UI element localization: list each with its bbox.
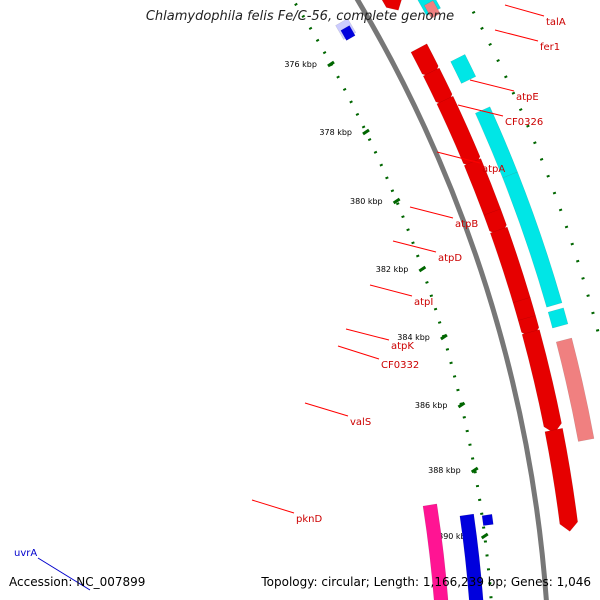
gene-label-atpE: atpE	[516, 92, 539, 103]
gene-label-pknD: pknD	[296, 514, 322, 525]
gene-label-valS: valS	[350, 417, 371, 428]
tick-mark	[440, 333, 448, 341]
map-title: Chlamydophila felis Fe/C-56, complete ge…	[145, 9, 455, 24]
tick-label: 386 kbp	[415, 401, 448, 410]
gene-leader-line	[494, 29, 539, 42]
backbone-layer	[354, 0, 549, 600]
gene-label-atpD: atpD	[438, 253, 462, 264]
gene-label-atpA: atpA	[482, 164, 505, 175]
gene-label-uvrA: uvrA	[14, 548, 37, 559]
gene-leader-line	[457, 104, 504, 117]
gene-leader-line	[37, 557, 91, 591]
gene-small-arc	[423, 0, 441, 19]
gene-rev-arc	[450, 54, 477, 84]
tick-label: 384 kbp	[397, 333, 430, 342]
gene-talA-arc	[381, 0, 402, 11]
tick-mark	[327, 60, 335, 68]
gene-atpD-arc	[489, 226, 531, 309]
gene-blue-small-arc	[340, 25, 356, 41]
tick-label: 376 kbp	[284, 60, 317, 69]
gene-rev-arc	[547, 307, 569, 329]
tick-label: 388 kbp	[428, 466, 461, 475]
gene-label-atpK: atpK	[391, 341, 414, 352]
gene-leader-line	[251, 499, 295, 514]
gene-valS-arc	[555, 337, 595, 442]
gene-leader-line	[369, 284, 413, 297]
gene-blue-tip-arc	[481, 514, 494, 526]
tick-mark	[470, 466, 479, 474]
tick-mark	[457, 401, 466, 409]
gene-rev-arc	[502, 171, 563, 308]
tick-mark	[392, 197, 401, 205]
genome-backbone	[354, 0, 549, 600]
gene-pknD-arc	[544, 427, 578, 532]
outer-tick-ring	[291, 0, 493, 600]
tick-layer: 376 kbp 378 kbp 380 kbp 382 kbp 384 kbp 386 k…	[284, 0, 600, 600]
tick-mark	[480, 532, 489, 540]
tick-mark	[418, 265, 427, 273]
gene-leader-line	[337, 345, 380, 360]
gene-labels-layer: talA fer1 atpE CF0326 atpA atpB atpD atpI atpK CF…	[14, 4, 566, 591]
gene-label-CF0326: CF0326	[505, 117, 543, 128]
tick-label: 380 kbp	[350, 197, 383, 206]
gene-leader-line	[304, 402, 349, 417]
gene-label-CF0332: CF0332	[381, 360, 419, 371]
genes-layer	[335, 0, 595, 600]
gene-leader-line	[392, 240, 437, 253]
accession-text: Accession: NC_007899	[9, 575, 146, 589]
inner-tick-ring	[465, 0, 600, 346]
tick-label: 378 kbp	[319, 128, 352, 137]
gene-label-talA: talA	[546, 17, 566, 28]
genome-summary-text: Topology: circular; Length: 1,166,239 bp…	[261, 575, 591, 589]
gene-leader-line	[436, 151, 481, 164]
tick-mark	[362, 128, 370, 136]
gene-leader-line	[504, 4, 545, 17]
gene-leader-line	[345, 328, 390, 341]
gene-leader-line	[409, 206, 454, 219]
gene-uvrA-arc	[422, 503, 449, 600]
gene-label-atpB: atpB	[455, 219, 478, 230]
tick-label: 390 kbp	[438, 532, 471, 541]
gene-CF0332-arc	[521, 329, 562, 434]
gene-rev-arc	[474, 106, 518, 179]
tick-label: 382 kbp	[376, 265, 409, 274]
gene-label-atpI: atpI	[414, 297, 433, 308]
gene-blue-arc	[459, 513, 484, 600]
gene-leader-line	[469, 79, 515, 92]
gene-label-fer1: fer1	[540, 42, 560, 53]
